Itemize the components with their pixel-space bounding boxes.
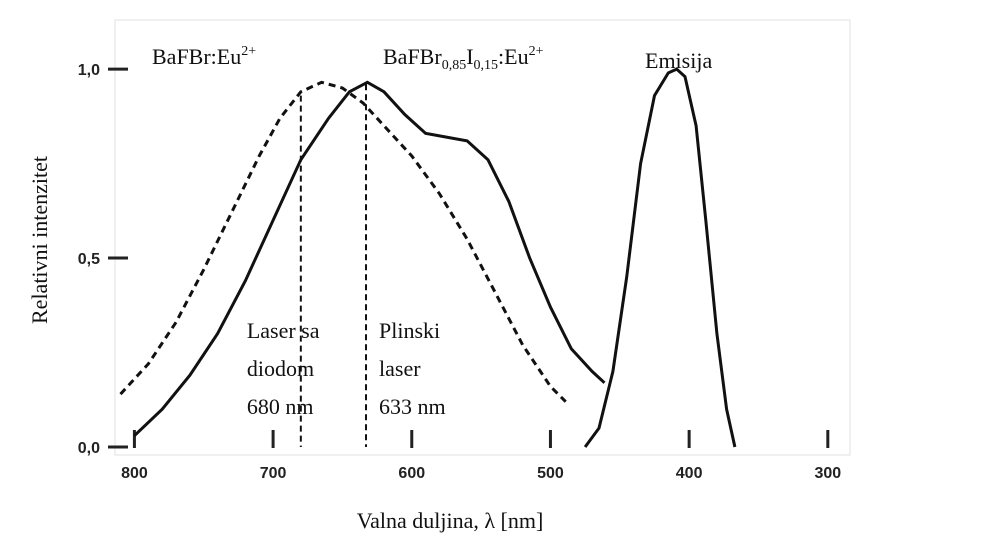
label-part: 0,15 bbox=[474, 58, 499, 73]
plot-frame bbox=[114, 19, 851, 456]
label-part: 2+ bbox=[529, 44, 544, 59]
laser-label: Plinski bbox=[379, 318, 440, 343]
label-part: BaFBr:Eu bbox=[152, 44, 241, 69]
y-axis-title: Relativni intenzitet bbox=[27, 156, 52, 324]
laser-label: laser bbox=[379, 356, 421, 381]
x-tick-label: 700 bbox=[260, 465, 287, 482]
label-part: BaFBr bbox=[383, 44, 442, 69]
laser-label: Laser sa bbox=[247, 318, 320, 343]
x-tick-label: 500 bbox=[537, 465, 564, 482]
label-part: 2+ bbox=[241, 44, 256, 59]
x-tick-label: 600 bbox=[398, 465, 425, 482]
laser-label: 633 nm bbox=[379, 394, 446, 419]
series-line bbox=[133, 80, 606, 437]
series-label: BaFBr0,85​I0,15​:Eu2+​ bbox=[383, 44, 544, 73]
y-tick-label: 1,0 bbox=[78, 62, 100, 79]
series-line bbox=[119, 80, 567, 403]
label-part: :Eu bbox=[498, 44, 529, 69]
series-line bbox=[583, 67, 737, 448]
series-label: Emisija bbox=[645, 48, 712, 73]
laser-label: 680 nm bbox=[247, 394, 314, 419]
series-label: BaFBr:Eu2+​ bbox=[152, 44, 256, 69]
y-tick-label: 0,5 bbox=[78, 251, 100, 268]
x-axis-title: Valna duljina, λ [nm] bbox=[357, 508, 544, 533]
x-tick-label: 300 bbox=[814, 465, 841, 482]
label-part: Emisija bbox=[645, 48, 712, 73]
y-tick-label: 0,0 bbox=[78, 440, 100, 457]
label-part: 0,85 bbox=[442, 58, 467, 73]
x-tick-label: 800 bbox=[121, 465, 148, 482]
label-part: I bbox=[466, 44, 473, 69]
x-tick-label: 400 bbox=[676, 465, 703, 482]
laser-label: diodom bbox=[247, 356, 314, 381]
